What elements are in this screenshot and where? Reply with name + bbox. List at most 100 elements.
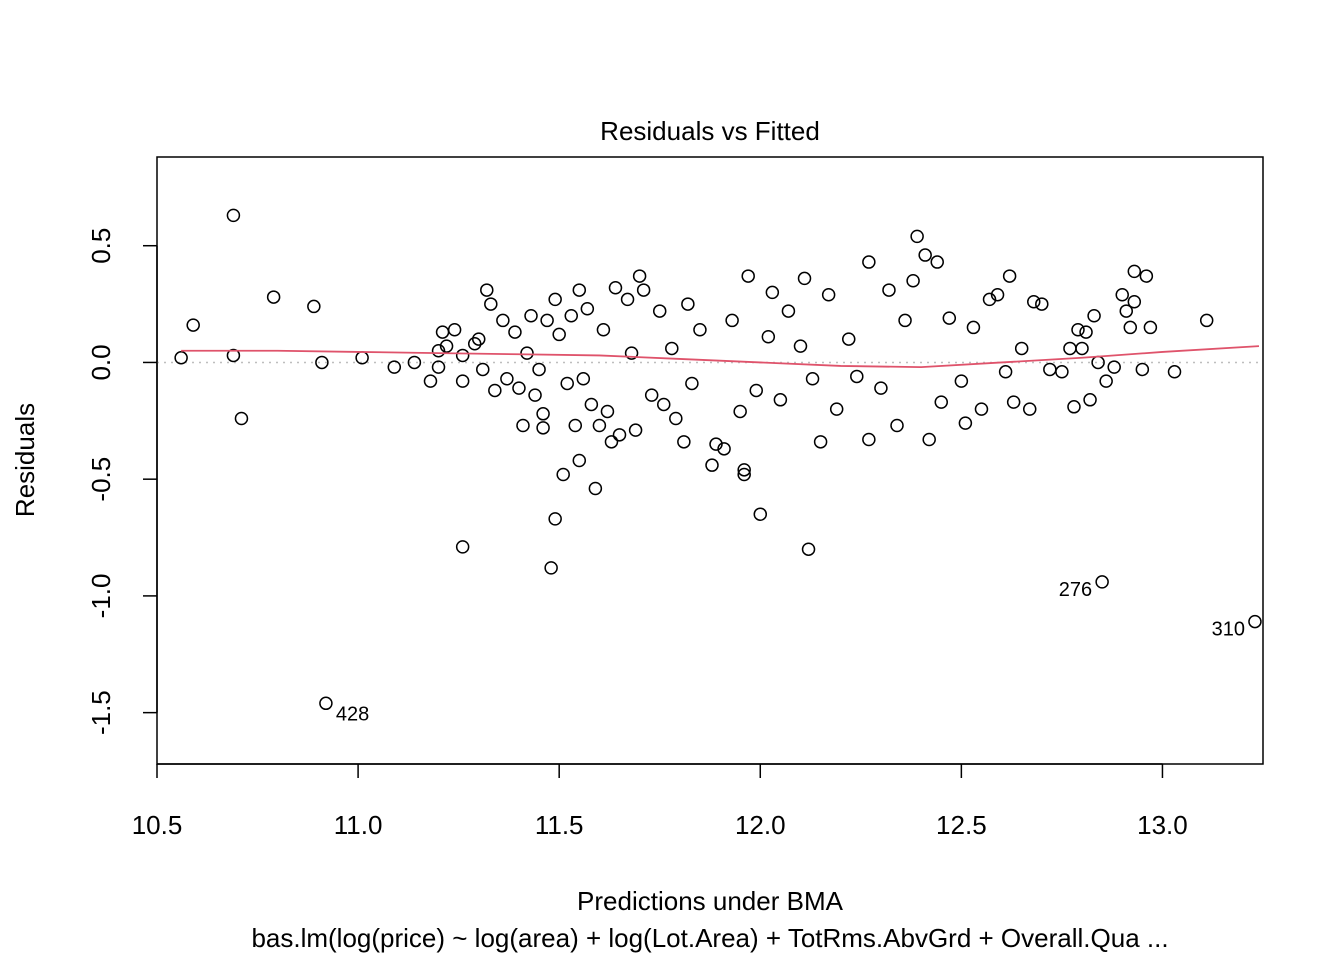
residual-point: [604, 435, 619, 449]
residual-point: [512, 381, 526, 395]
residual-point: [556, 467, 570, 482]
residual-point: [644, 388, 659, 402]
residual-point: [813, 435, 828, 449]
residual-point: [1139, 269, 1154, 283]
plot-frame: [156, 156, 1264, 765]
residual-point: [544, 561, 558, 575]
residual-point: [508, 325, 522, 339]
residual-point: [934, 395, 949, 409]
residual-point: [862, 432, 876, 447]
residual-point: [516, 418, 530, 433]
residual-point: [1079, 325, 1093, 339]
residual-point: [548, 292, 562, 307]
residual-point: [431, 360, 446, 374]
residual-point: [1143, 320, 1158, 335]
x-axis-title: Predictions under BMA: [577, 886, 844, 916]
residual-point: [572, 453, 587, 468]
residual-point: [355, 351, 369, 365]
residual-point: [226, 348, 241, 363]
residual-point: [753, 507, 768, 521]
residual-point: [898, 313, 912, 328]
residual-point: [749, 383, 764, 398]
residual-point: [500, 372, 514, 386]
x-tick-label: 11.5: [535, 810, 584, 840]
residual-point: [705, 458, 719, 472]
residual-point: [1127, 264, 1142, 279]
residual-point: [693, 323, 707, 337]
residual-point: [488, 383, 502, 398]
residual-point: [910, 229, 924, 244]
residual-point: [226, 208, 241, 223]
residual-point: [576, 372, 591, 386]
residual-point: [1119, 304, 1134, 318]
residual-point: [1167, 365, 1182, 379]
residual-point: [829, 402, 844, 416]
residual-point: [709, 437, 723, 451]
residual-point: [520, 346, 534, 360]
residual-point: [1067, 400, 1081, 414]
residual-point: [1071, 323, 1085, 337]
residual-point: [588, 481, 603, 496]
residual-point: [1083, 393, 1097, 407]
residual-point: [942, 311, 957, 325]
y-tick-label: -0.5: [86, 457, 116, 502]
residual-point: [632, 269, 647, 283]
residual-point: [624, 346, 639, 360]
residual-point: [665, 341, 679, 356]
y-axis-title: Residuals: [10, 403, 40, 517]
outlier-point: [319, 696, 333, 711]
x-tick-label: 12.0: [735, 810, 786, 840]
residual-point: [998, 365, 1013, 379]
residual-point: [801, 542, 816, 556]
residual-point: [765, 285, 780, 300]
residual-point: [548, 512, 562, 526]
residual-point: [1043, 362, 1057, 377]
smooth-trend-line: [181, 345, 1260, 369]
residual-point: [1022, 402, 1037, 416]
residual-point: [455, 540, 470, 554]
outlier-label: 276: [1059, 579, 1092, 601]
residual-point: [524, 309, 538, 323]
residual-point: [608, 280, 623, 295]
residual-point: [890, 418, 904, 433]
residual-point: [600, 404, 615, 419]
residual-point: [455, 374, 470, 388]
residual-point: [681, 297, 695, 311]
residual-point: [717, 442, 731, 456]
residual-point: [307, 299, 321, 314]
residual-point: [733, 404, 747, 419]
residual-point: [781, 304, 796, 318]
residual-point: [1027, 294, 1041, 309]
residual-point: [536, 407, 550, 421]
residual-point: [761, 330, 776, 344]
residual-point: [584, 397, 599, 412]
residual-point: [1099, 374, 1113, 388]
residual-point: [234, 411, 249, 426]
residual-point: [1035, 297, 1049, 311]
residual-point: [990, 287, 1005, 302]
residual-point: [725, 313, 739, 328]
residual-point: [467, 337, 482, 351]
residual-point: [496, 313, 510, 328]
residual-point: [930, 255, 944, 269]
residual-point: [186, 318, 200, 332]
residual-point: [862, 255, 876, 269]
residual-point: [1002, 269, 1017, 283]
residual-point: [874, 381, 888, 395]
residual-point: [797, 271, 812, 286]
residual-point: [315, 355, 329, 370]
residual-point: [1127, 294, 1142, 309]
residual-point: [906, 273, 920, 288]
residual-point: [966, 320, 981, 335]
outlier-point: [1095, 575, 1109, 589]
residual-point: [1087, 309, 1101, 323]
residual-point: [737, 467, 751, 482]
residual-point: [793, 339, 808, 353]
residual-point: [568, 418, 583, 433]
residual-point: [536, 421, 550, 435]
outlier-label: 428: [336, 703, 369, 725]
x-tick-label: 10.5: [132, 810, 183, 840]
residual-point: [1107, 360, 1121, 374]
residual-point: [850, 369, 864, 384]
